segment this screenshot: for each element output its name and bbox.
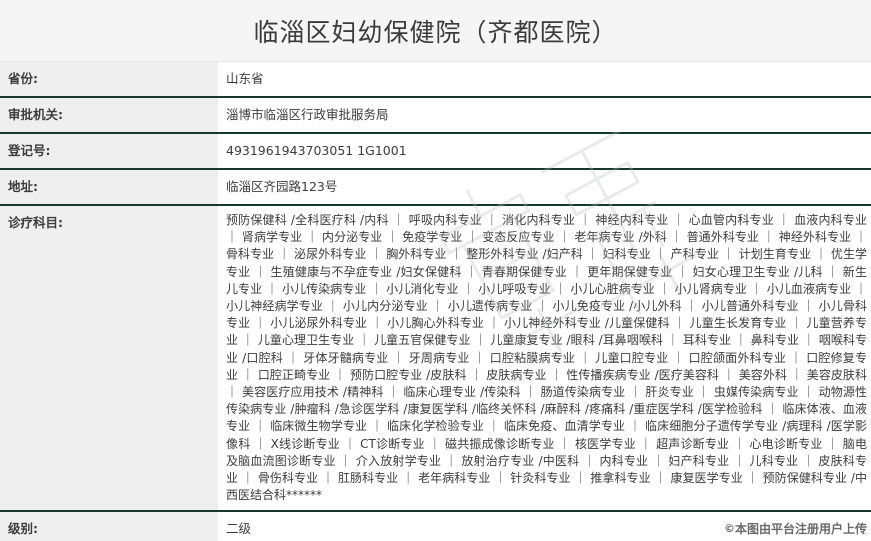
row-value-province: 山东省	[218, 62, 871, 97]
table-body: 省份: 山东省 审批机关: 淄博市临淄区行政审批服务局 登记号: 4931961…	[0, 62, 871, 541]
uploader-watermark-text: 本图由平台注册用户上传	[734, 522, 867, 536]
table-row: 地址: 临淄区齐园路123号	[0, 169, 871, 205]
institution-info-table: 省份: 山东省 审批机关: 淄博市临淄区行政审批服务局 登记号: 4931961…	[0, 62, 871, 541]
row-value-approval-authority: 淄博市临淄区行政审批服务局	[218, 97, 871, 133]
row-label-registration-number: 登记号:	[0, 133, 218, 169]
row-label-address: 地址:	[0, 169, 218, 205]
table-row: 诊疗科目: 预防保健科 /全科医疗科 /内科 ｜ 呼吸内科专业 ｜ 消化内科专业…	[0, 205, 871, 512]
row-value-medical-scope: 预防保健科 /全科医疗科 /内科 ｜ 呼吸内科专业 ｜ 消化内科专业 ｜ 神经内…	[218, 205, 871, 512]
row-label-approval-authority: 审批机关:	[0, 97, 218, 133]
table-row: 审批机关: 淄博市临淄区行政审批服务局	[0, 97, 871, 133]
page-title-bar: 临淄区妇幼保健院（齐都医院）	[0, 0, 871, 62]
row-value-level: 二级	[218, 511, 871, 541]
row-label-level: 级别:	[0, 511, 218, 541]
row-label-province: 省份:	[0, 62, 218, 97]
uploader-watermark: ©本图由平台注册用户上传	[724, 520, 867, 537]
row-value-address: 临淄区齐园路123号	[218, 169, 871, 205]
table-row: 级别: 二级	[0, 511, 871, 541]
row-label-medical-scope: 诊疗科目:	[0, 205, 218, 512]
table-row: 省份: 山东省	[0, 62, 871, 97]
row-value-registration-number: 4931961943703051 1G1001	[218, 133, 871, 169]
table-row: 登记号: 4931961943703051 1G1001	[0, 133, 871, 169]
page-title: 临淄区妇幼保健院（齐都医院）	[253, 17, 618, 47]
copyright-icon: ©	[723, 522, 735, 535]
